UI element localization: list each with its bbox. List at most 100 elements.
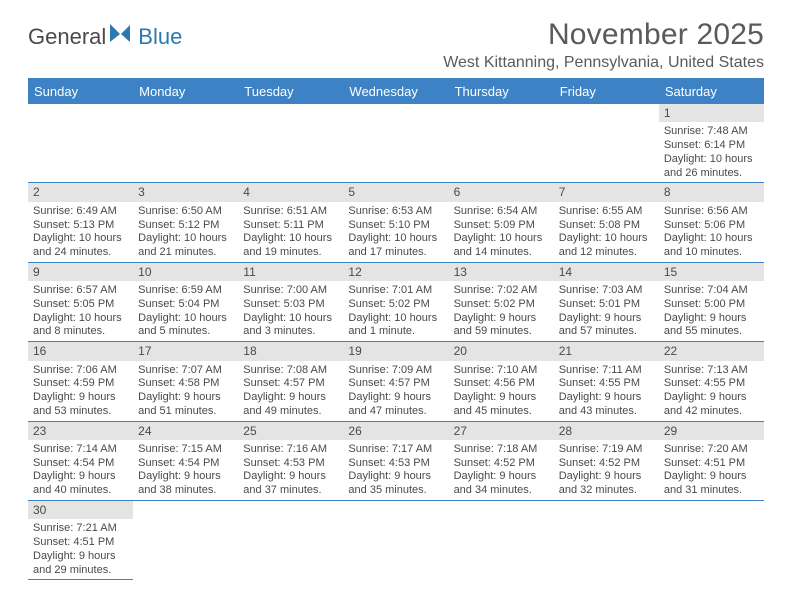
day-details: Sunrise: 7:14 AMSunset: 4:54 PMDaylight:… — [28, 440, 133, 500]
day-details: Sunrise: 6:50 AMSunset: 5:12 PMDaylight:… — [133, 202, 238, 262]
daylight-text: Daylight: 10 hours and 24 minutes. — [33, 232, 128, 260]
day-details: Sunrise: 7:19 AMSunset: 4:52 PMDaylight:… — [554, 440, 659, 500]
daylight-text: Daylight: 9 hours and 53 minutes. — [33, 391, 128, 419]
day-number: 9 — [28, 263, 133, 281]
sunrise-text: Sunrise: 7:21 AM — [33, 522, 128, 536]
day-details: Sunrise: 6:55 AMSunset: 5:08 PMDaylight:… — [554, 202, 659, 262]
day-details: Sunrise: 7:07 AMSunset: 4:58 PMDaylight:… — [133, 361, 238, 421]
day-details: Sunrise: 6:53 AMSunset: 5:10 PMDaylight:… — [343, 202, 448, 262]
sunset-text: Sunset: 4:55 PM — [664, 377, 759, 391]
day-cell — [449, 104, 554, 183]
daylight-text: Daylight: 10 hours and 12 minutes. — [559, 232, 654, 260]
calendar-cell: 20Sunrise: 7:10 AMSunset: 4:56 PMDayligh… — [449, 342, 554, 421]
calendar-cell: 11Sunrise: 7:00 AMSunset: 5:03 PMDayligh… — [238, 263, 343, 342]
calendar-cell: 27Sunrise: 7:18 AMSunset: 4:52 PMDayligh… — [449, 422, 554, 501]
day-details: Sunrise: 6:57 AMSunset: 5:05 PMDaylight:… — [28, 281, 133, 341]
day-cell: 20Sunrise: 7:10 AMSunset: 4:56 PMDayligh… — [449, 342, 554, 421]
calendar-cell: 22Sunrise: 7:13 AMSunset: 4:55 PMDayligh… — [659, 342, 764, 421]
day-cell — [343, 104, 448, 183]
sunset-text: Sunset: 5:03 PM — [243, 298, 338, 312]
sunrise-text: Sunrise: 7:20 AM — [664, 443, 759, 457]
sunrise-text: Sunrise: 6:50 AM — [138, 205, 233, 219]
daylight-text: Daylight: 9 hours and 45 minutes. — [454, 391, 549, 419]
daylight-text: Daylight: 9 hours and 31 minutes. — [664, 470, 759, 498]
day-details: Sunrise: 6:59 AMSunset: 5:04 PMDaylight:… — [133, 281, 238, 341]
calendar-cell: 12Sunrise: 7:01 AMSunset: 5:02 PMDayligh… — [343, 263, 448, 342]
sunset-text: Sunset: 5:04 PM — [138, 298, 233, 312]
sunset-text: Sunset: 5:11 PM — [243, 219, 338, 233]
daylight-text: Daylight: 9 hours and 51 minutes. — [138, 391, 233, 419]
daylight-text: Daylight: 9 hours and 40 minutes. — [33, 470, 128, 498]
sunrise-text: Sunrise: 7:09 AM — [348, 364, 443, 378]
sunrise-text: Sunrise: 7:04 AM — [664, 284, 759, 298]
sunset-text: Sunset: 5:02 PM — [454, 298, 549, 312]
day-cell: 18Sunrise: 7:08 AMSunset: 4:57 PMDayligh… — [238, 342, 343, 421]
calendar-cell — [449, 501, 554, 580]
sunset-text: Sunset: 5:05 PM — [33, 298, 128, 312]
calendar-cell: 5Sunrise: 6:53 AMSunset: 5:10 PMDaylight… — [343, 183, 448, 262]
calendar-cell: 19Sunrise: 7:09 AMSunset: 4:57 PMDayligh… — [343, 342, 448, 421]
day-number: 25 — [238, 422, 343, 440]
day-cell: 1Sunrise: 7:48 AMSunset: 6:14 PMDaylight… — [659, 104, 764, 183]
day-details: Sunrise: 7:17 AMSunset: 4:53 PMDaylight:… — [343, 440, 448, 500]
sunrise-text: Sunrise: 7:16 AM — [243, 443, 338, 457]
day-cell: 8Sunrise: 6:56 AMSunset: 5:06 PMDaylight… — [659, 183, 764, 262]
sunrise-text: Sunrise: 6:53 AM — [348, 205, 443, 219]
calendar-cell — [343, 104, 448, 183]
sunset-text: Sunset: 4:51 PM — [33, 536, 128, 550]
day-cell: 7Sunrise: 6:55 AMSunset: 5:08 PMDaylight… — [554, 183, 659, 262]
day-details: Sunrise: 6:54 AMSunset: 5:09 PMDaylight:… — [449, 202, 554, 262]
daylight-text: Daylight: 9 hours and 43 minutes. — [559, 391, 654, 419]
calendar-cell — [238, 501, 343, 580]
day-number: 27 — [449, 422, 554, 440]
day-cell: 3Sunrise: 6:50 AMSunset: 5:12 PMDaylight… — [133, 183, 238, 262]
daylight-text: Daylight: 10 hours and 19 minutes. — [243, 232, 338, 260]
day-number-blank — [659, 501, 764, 519]
sunset-text: Sunset: 5:08 PM — [559, 219, 654, 233]
day-number: 7 — [554, 183, 659, 201]
calendar-cell: 2Sunrise: 6:49 AMSunset: 5:13 PMDaylight… — [28, 183, 133, 262]
calendar-cell: 23Sunrise: 7:14 AMSunset: 4:54 PMDayligh… — [28, 422, 133, 501]
calendar-cell — [449, 104, 554, 183]
daylight-text: Daylight: 10 hours and 14 minutes. — [454, 232, 549, 260]
calendar-cell: 18Sunrise: 7:08 AMSunset: 4:57 PMDayligh… — [238, 342, 343, 421]
day-details: Sunrise: 7:03 AMSunset: 5:01 PMDaylight:… — [554, 281, 659, 341]
day-cell — [133, 501, 238, 580]
day-details: Sunrise: 7:09 AMSunset: 4:57 PMDaylight:… — [343, 361, 448, 421]
day-details: Sunrise: 7:04 AMSunset: 5:00 PMDaylight:… — [659, 281, 764, 341]
daylight-text: Daylight: 10 hours and 17 minutes. — [348, 232, 443, 260]
logo: General Blue — [28, 24, 182, 50]
day-number: 11 — [238, 263, 343, 281]
day-number: 22 — [659, 342, 764, 360]
day-number: 14 — [554, 263, 659, 281]
sunrise-text: Sunrise: 7:06 AM — [33, 364, 128, 378]
sunset-text: Sunset: 4:59 PM — [33, 377, 128, 391]
day-number: 5 — [343, 183, 448, 201]
day-number: 24 — [133, 422, 238, 440]
day-cell: 16Sunrise: 7:06 AMSunset: 4:59 PMDayligh… — [28, 342, 133, 421]
day-details: Sunrise: 7:10 AMSunset: 4:56 PMDaylight:… — [449, 361, 554, 421]
day-details: Sunrise: 6:49 AMSunset: 5:13 PMDaylight:… — [28, 202, 133, 262]
day-cell: 29Sunrise: 7:20 AMSunset: 4:51 PMDayligh… — [659, 422, 764, 501]
day-number: 3 — [133, 183, 238, 201]
day-number-blank — [343, 104, 448, 122]
sunset-text: Sunset: 5:13 PM — [33, 219, 128, 233]
day-cell — [28, 104, 133, 183]
sunset-text: Sunset: 4:56 PM — [454, 377, 549, 391]
calendar-body: 1Sunrise: 7:48 AMSunset: 6:14 PMDaylight… — [28, 104, 764, 580]
calendar-cell: 28Sunrise: 7:19 AMSunset: 4:52 PMDayligh… — [554, 422, 659, 501]
day-header: Friday — [554, 79, 659, 104]
day-number: 17 — [133, 342, 238, 360]
calendar-cell: 21Sunrise: 7:11 AMSunset: 4:55 PMDayligh… — [554, 342, 659, 421]
calendar-cell: 13Sunrise: 7:02 AMSunset: 5:02 PMDayligh… — [449, 263, 554, 342]
sunrise-text: Sunrise: 7:03 AM — [559, 284, 654, 298]
day-cell: 12Sunrise: 7:01 AMSunset: 5:02 PMDayligh… — [343, 263, 448, 342]
sunrise-text: Sunrise: 7:08 AM — [243, 364, 338, 378]
daylight-text: Daylight: 9 hours and 55 minutes. — [664, 312, 759, 340]
calendar-cell — [28, 104, 133, 183]
sunrise-text: Sunrise: 7:01 AM — [348, 284, 443, 298]
day-cell — [238, 501, 343, 580]
daylight-text: Daylight: 9 hours and 35 minutes. — [348, 470, 443, 498]
calendar-row: 2Sunrise: 6:49 AMSunset: 5:13 PMDaylight… — [28, 183, 764, 262]
page: General Blue November 2025 West Kittanni… — [0, 0, 792, 580]
